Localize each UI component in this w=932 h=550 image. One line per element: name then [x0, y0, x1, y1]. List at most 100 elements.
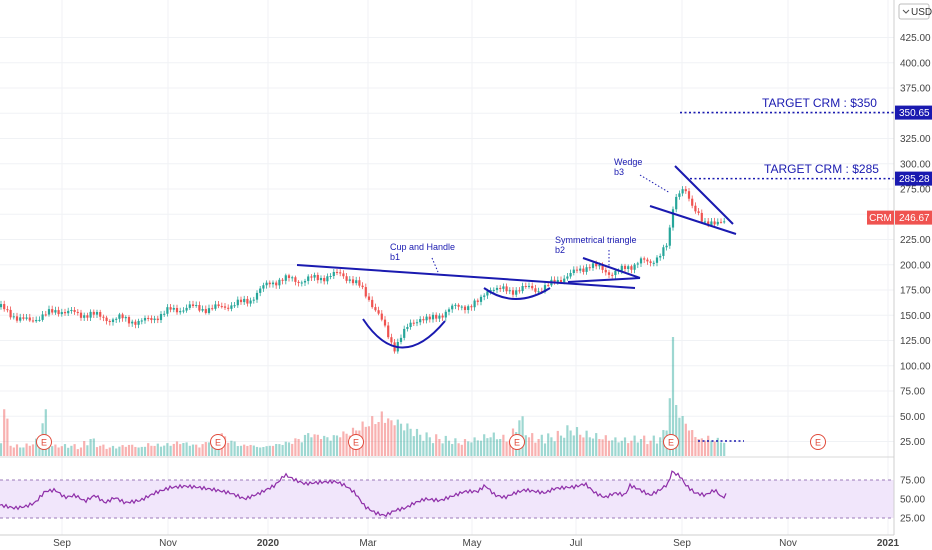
candle-body	[649, 261, 652, 263]
volume-bar	[230, 440, 233, 456]
candle-body	[588, 267, 591, 269]
candle-body	[95, 312, 99, 315]
annotation-wedge[interactable]: Wedge b3	[614, 157, 642, 177]
candle-body	[262, 285, 265, 289]
volume-bar	[543, 443, 547, 456]
price-tick-label: 225.00	[900, 235, 931, 246]
earnings-label: E	[41, 438, 47, 448]
candle-body	[639, 258, 643, 264]
candle-body	[188, 304, 191, 308]
earnings-marker[interactable]: E	[36, 434, 52, 450]
candle-body	[422, 319, 425, 321]
candle-body	[265, 282, 268, 286]
candle-body	[278, 279, 281, 286]
candle-body	[195, 305, 198, 307]
earnings-marker[interactable]: E	[810, 434, 826, 450]
volume-bar	[460, 444, 463, 456]
candle-body	[147, 317, 150, 319]
volume-bar	[678, 417, 681, 456]
volume-bar	[294, 438, 297, 456]
candle-body	[671, 209, 675, 228]
volume-bar	[185, 442, 188, 456]
candle-body	[15, 316, 19, 321]
candle-body	[403, 328, 406, 338]
volume-bar	[188, 445, 191, 456]
candle-body	[22, 317, 25, 319]
earnings-marker[interactable]: E	[663, 434, 679, 450]
volume-bar	[89, 439, 92, 456]
candle-body	[511, 290, 515, 295]
price-tick-label: 400.00	[900, 58, 931, 69]
candle-body	[67, 310, 70, 314]
volume-bar	[403, 430, 406, 456]
volume-bar	[668, 398, 671, 456]
candle-body	[703, 221, 707, 223]
candle-body	[41, 314, 44, 320]
volume-bar	[313, 434, 316, 456]
earnings-marker[interactable]: E	[348, 434, 364, 450]
candle-body	[102, 316, 105, 318]
candle-body	[521, 286, 524, 292]
volume-bar	[374, 424, 377, 456]
volume-bar	[691, 430, 694, 456]
volume-bar	[227, 442, 230, 456]
volume-bar	[428, 437, 431, 456]
candle-body	[655, 257, 659, 263]
price-axis[interactable]: 425.00400.00375.00350.00325.00300.00275.…	[893, 0, 931, 535]
candle-body	[582, 268, 585, 272]
price-tick-label: 275.00	[900, 185, 931, 196]
rsi-pane[interactable]	[0, 470, 894, 519]
candle-body	[415, 322, 419, 324]
candle-body	[3, 304, 6, 310]
candle-body	[451, 305, 454, 310]
price-pane[interactable]	[0, 0, 894, 535]
volume-bar	[476, 440, 479, 456]
annotation-triangle[interactable]: Symmetrical triangle b2	[555, 235, 637, 255]
earnings-marker[interactable]: E	[210, 434, 226, 450]
volume-bar	[473, 437, 476, 456]
candle-body	[335, 271, 339, 273]
time-tick-label: 2021	[877, 538, 900, 549]
candle-body	[25, 317, 28, 319]
volume-bar	[687, 430, 691, 456]
volume-bar	[588, 437, 591, 456]
volume-bar	[559, 435, 563, 456]
candle-body	[252, 299, 255, 301]
candle-body	[620, 265, 623, 271]
candle-body	[428, 316, 431, 320]
volume-bar	[579, 434, 582, 456]
currency-button[interactable]: USD	[898, 3, 932, 20]
time-tick-label: Nov	[159, 538, 177, 549]
candle-body	[374, 307, 377, 311]
volume-bar	[371, 416, 374, 456]
candle-body	[691, 198, 694, 206]
candle-body	[86, 315, 89, 318]
volume-bar	[95, 447, 99, 456]
candle-body	[636, 263, 639, 265]
volume-bar	[131, 444, 134, 456]
earnings-marker[interactable]: E	[509, 434, 525, 450]
annotation-title: Wedge	[614, 157, 642, 167]
volume-bar	[252, 445, 255, 456]
candle-body	[217, 304, 220, 307]
volume-bar	[556, 430, 559, 456]
candle-body	[601, 265, 604, 270]
candle-body	[73, 309, 76, 312]
volume-bar	[406, 423, 409, 456]
volume-bar	[409, 428, 412, 456]
annotation-cup-handle[interactable]: Cup and Handle b1	[390, 242, 455, 262]
volume-bar	[396, 419, 399, 456]
time-tick-label: Jul	[570, 538, 583, 549]
volume-bar	[675, 405, 678, 456]
candle-body	[351, 279, 355, 284]
volume-bar	[291, 443, 294, 456]
time-axis[interactable]: Sep Nov 2020 Mar May Jul Sep Nov 2021	[0, 534, 900, 549]
candle-body	[502, 286, 505, 289]
candle-body	[275, 282, 278, 286]
candle-body	[127, 317, 131, 324]
candle-body	[591, 263, 595, 268]
candle-body	[214, 304, 217, 309]
candle-body	[390, 337, 393, 343]
